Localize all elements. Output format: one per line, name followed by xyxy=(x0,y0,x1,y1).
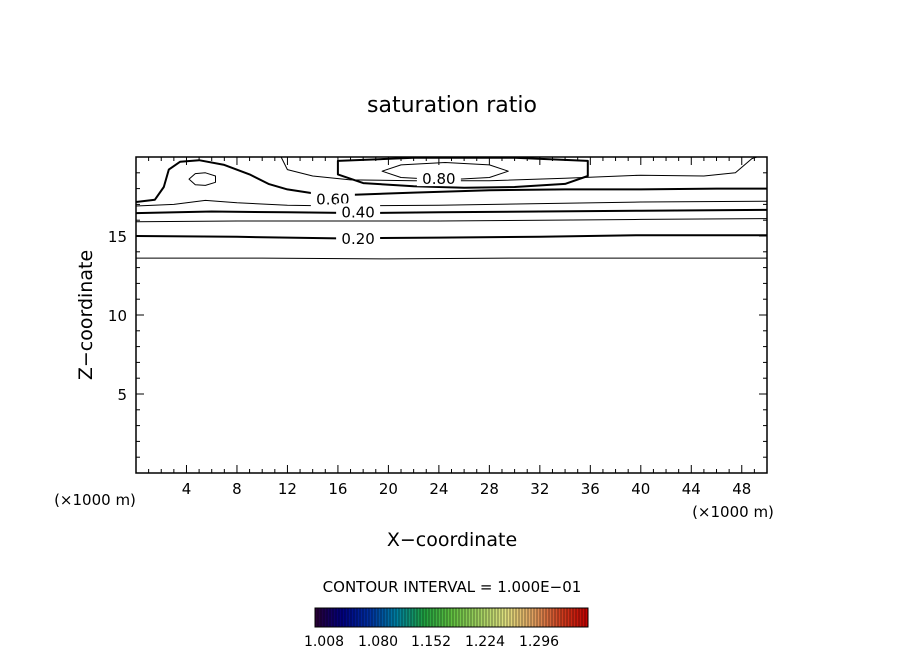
contour-line xyxy=(136,235,767,238)
x-tick-label: 32 xyxy=(530,480,549,498)
y-axis-label: Z−coordinate xyxy=(75,250,97,380)
x-tick-label: 4 xyxy=(182,480,192,498)
contour-line xyxy=(136,219,767,222)
y-tick-label: 5 xyxy=(117,386,127,404)
x-tick-label: 20 xyxy=(379,480,398,498)
x-tick-label: 28 xyxy=(480,480,499,498)
x-axis-label: X−coordinate xyxy=(387,529,517,551)
x-tick-label: 16 xyxy=(328,480,347,498)
contour-labels: 0.800.600.400.20 xyxy=(311,170,461,248)
x-tick-label: 12 xyxy=(278,480,297,498)
plot-frame xyxy=(136,157,767,473)
x-tick-label: 40 xyxy=(631,480,650,498)
colorbar-tick-labels: 1.008 1.080 1.152 1.224 1.296 xyxy=(304,634,559,650)
y-tick-label: 15 xyxy=(108,228,127,246)
contour-line xyxy=(189,173,216,186)
colorbar-tick-label: 1.152 xyxy=(411,634,451,650)
axis-ticks xyxy=(136,157,767,473)
colorbar-tick-label: 1.296 xyxy=(519,634,559,650)
x-tick-label: 24 xyxy=(429,480,448,498)
x-unit-right: (×1000 m) xyxy=(692,503,774,521)
x-tick-label: 36 xyxy=(581,480,600,498)
contour-line xyxy=(338,158,588,188)
colorbar-tick-label: 1.080 xyxy=(358,634,398,650)
chart-title: saturation ratio xyxy=(367,93,537,118)
colorbar-tick-label: 1.008 xyxy=(304,634,344,650)
contour-label: 0.20 xyxy=(341,230,374,248)
x-unit-left: (×1000 m) xyxy=(54,491,136,509)
x-tick-label: 8 xyxy=(232,480,242,498)
x-tick-label: 48 xyxy=(732,480,751,498)
contour-interval-text: CONTOUR INTERVAL = 1.000E−01 xyxy=(323,578,582,596)
y-tick-labels: 5 10 15 xyxy=(108,228,127,404)
contour-line xyxy=(136,200,767,206)
y-tick-label: 10 xyxy=(108,307,127,325)
contour-line xyxy=(136,210,767,213)
colorbar xyxy=(315,608,588,627)
x-tick-labels: 4 8 12 16 20 24 28 32 36 40 44 48 xyxy=(182,480,752,498)
contour-label: 0.40 xyxy=(341,203,374,221)
contour-line xyxy=(136,258,767,259)
colorbar-tick-label: 1.224 xyxy=(465,634,505,650)
contour-label: 0.80 xyxy=(422,170,455,188)
x-tick-label: 44 xyxy=(682,480,701,498)
